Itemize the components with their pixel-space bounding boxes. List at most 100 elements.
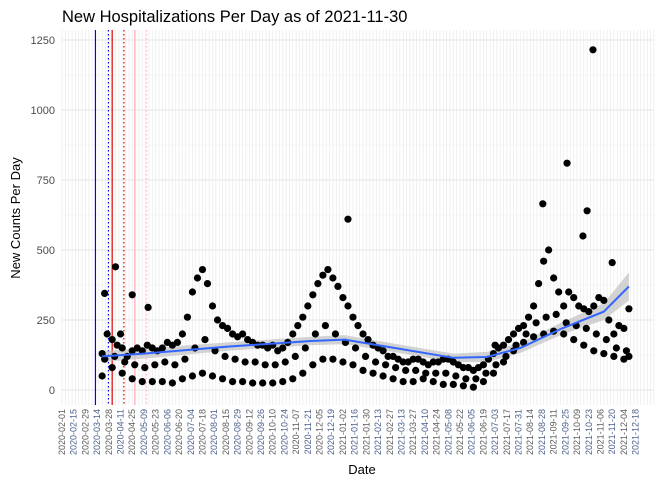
data-point	[259, 379, 267, 387]
data-point	[294, 322, 302, 330]
x-tick-label: 2020-03-14	[92, 409, 102, 455]
data-point	[482, 369, 490, 377]
data-point	[364, 336, 372, 344]
data-point	[492, 361, 500, 369]
x-tick-label: 2021-08-14	[525, 409, 535, 455]
data-point	[173, 338, 181, 346]
x-tick-label: 2021-07-17	[502, 409, 512, 455]
chart-title: New Hospitalizations Per Day as of 2021-…	[62, 8, 407, 26]
data-point	[116, 330, 125, 338]
data-point	[321, 322, 329, 330]
data-point	[354, 322, 362, 330]
x-tick-label: 2020-12-05	[315, 409, 325, 455]
data-point	[605, 316, 613, 324]
data-point	[590, 302, 598, 310]
data-point	[429, 378, 437, 386]
data-point	[183, 313, 192, 321]
data-point	[582, 324, 590, 332]
data-point	[138, 378, 146, 386]
x-tick-label: 2020-06-06	[162, 409, 172, 455]
data-point	[539, 200, 547, 208]
y-tick-label: 0	[49, 385, 55, 397]
data-point	[399, 358, 407, 366]
data-point	[622, 347, 631, 355]
data-point	[309, 361, 317, 369]
data-point	[589, 46, 597, 54]
data-point	[239, 330, 247, 338]
data-point	[359, 366, 367, 374]
data-point	[489, 369, 498, 377]
data-point	[620, 324, 628, 332]
y-tick-label: 1250	[31, 35, 55, 47]
data-point	[560, 302, 568, 310]
data-point	[369, 369, 377, 377]
data-point	[329, 355, 337, 363]
data-point	[299, 369, 307, 377]
x-tick-label: 2020-08-29	[233, 409, 243, 455]
data-point	[610, 352, 618, 360]
x-tick-label: 2020-10-10	[268, 409, 278, 455]
data-point	[491, 341, 499, 349]
data-point	[610, 330, 618, 338]
data-point	[379, 347, 387, 355]
data-point	[570, 336, 578, 344]
x-tick-label: 2021-12-04	[619, 409, 629, 455]
y-tick-label: 1000	[31, 105, 55, 117]
data-point	[198, 266, 207, 274]
data-point	[409, 355, 417, 363]
data-point	[529, 333, 538, 341]
data-point	[251, 358, 259, 366]
data-point	[188, 288, 197, 296]
data-point	[223, 324, 232, 332]
data-point	[452, 372, 460, 380]
x-tick-label: 2020-11-21	[303, 409, 313, 454]
x-tick-label: 2021-09-25	[560, 409, 570, 455]
data-point	[211, 347, 219, 355]
data-point	[359, 330, 367, 338]
data-point	[502, 352, 510, 360]
data-point	[203, 280, 212, 288]
y-tick-label: 750	[37, 175, 55, 187]
data-point	[118, 344, 126, 352]
data-point	[349, 361, 357, 369]
x-tick-label: 2020-02-01	[57, 409, 67, 455]
data-point	[193, 274, 202, 282]
data-point	[560, 330, 568, 338]
data-point	[291, 352, 299, 360]
data-point	[499, 341, 508, 349]
data-point	[314, 280, 322, 288]
data-point	[459, 382, 467, 390]
data-point	[351, 344, 360, 352]
x-tick-label: 2021-10-09	[572, 409, 582, 455]
data-point	[239, 378, 247, 386]
data-point	[128, 291, 136, 299]
x-tick-label: 2021-04-24	[432, 409, 442, 455]
data-point	[349, 313, 357, 321]
data-point	[299, 313, 307, 321]
data-point	[289, 375, 297, 383]
data-point	[509, 330, 518, 338]
y-axis-ticks: 0 250 500 750 1000 1250	[31, 35, 55, 397]
x-tick-label: 2020-09-26	[256, 409, 266, 455]
y-tick-label: 500	[37, 245, 55, 257]
data-point	[208, 372, 217, 380]
x-tick-label: 2021-06-05	[467, 409, 477, 455]
x-tick-label: 2020-02-29	[80, 409, 90, 455]
x-tick-label: 2020-06-20	[174, 409, 184, 455]
data-point	[422, 369, 430, 377]
data-point	[168, 379, 176, 387]
data-point	[535, 280, 543, 288]
data-point	[213, 316, 222, 324]
data-point	[304, 302, 312, 310]
data-point	[600, 350, 608, 358]
data-point	[552, 310, 560, 318]
data-point	[565, 288, 573, 296]
x-tick-label: 2020-04-11	[116, 409, 126, 454]
data-point	[519, 338, 528, 346]
data-point	[579, 232, 587, 240]
data-point	[231, 355, 239, 363]
data-point	[101, 289, 109, 297]
data-point	[309, 291, 317, 299]
x-tick-label: 2021-05-08	[443, 409, 453, 455]
x-tick-label: 2020-05-09	[139, 409, 149, 455]
